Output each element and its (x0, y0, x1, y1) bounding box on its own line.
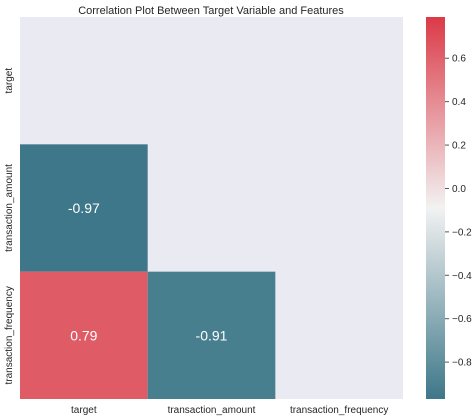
heatmap-annotations: -0.97 0.79 -0.91 (68, 200, 228, 343)
cell-annotation: 0.79 (70, 327, 97, 343)
y-tick-label: transaction_amount (4, 164, 15, 252)
y-tick-label: target (4, 68, 15, 94)
colorbar-tick-label: 0.6 (452, 54, 466, 65)
x-tick-label: transaction_frequency (290, 405, 388, 416)
colorbar-tick-label: 0.0 (452, 184, 466, 195)
colorbar-tick-label: −0.2 (452, 227, 472, 238)
colorbar-tick-label: −0.8 (452, 358, 472, 369)
heatmap-cells (20, 144, 276, 399)
x-tick-labels: target transaction_amount transaction_freq… (71, 405, 388, 416)
colorbar (426, 17, 445, 399)
cell-annotation: -0.97 (68, 200, 100, 216)
y-tick-labels: target transaction_amount transaction_freq… (4, 68, 15, 385)
y-tick-label: transaction_frequency (4, 286, 15, 384)
x-tick-label: target (71, 405, 97, 416)
heatmap-cell-transaction_frequency-target (20, 271, 148, 399)
colorbar-tick-label: 0.4 (452, 97, 466, 108)
heatmap-cell-transaction_amount-target (20, 144, 148, 272)
chart-title: Correlation Plot Between Target Variable… (78, 5, 344, 17)
heatmap-cell-transaction_frequency-transaction_amount (147, 271, 276, 399)
colorbar-tick-label: −0.4 (452, 271, 472, 282)
colorbar-tick-label: −0.6 (452, 314, 472, 325)
colorbar-ticks: −0.8 −0.6 −0.4 −0.2 0.0 0.2 0.4 0.6 (445, 54, 472, 369)
cell-annotation: -0.91 (196, 327, 228, 343)
colorbar-tick-label: 0.2 (452, 141, 466, 152)
x-tick-label: transaction_amount (168, 405, 256, 416)
